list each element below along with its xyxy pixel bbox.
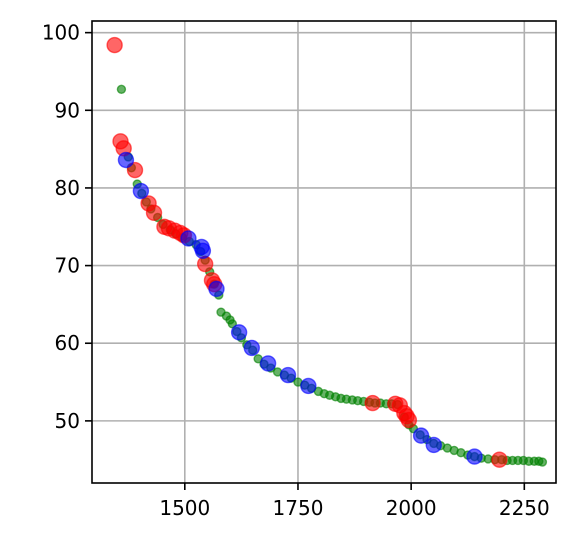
data-point bbox=[198, 257, 213, 272]
data-point bbox=[244, 340, 259, 355]
data-point bbox=[117, 85, 125, 93]
data-point bbox=[492, 452, 507, 467]
data-point bbox=[426, 437, 441, 452]
data-point bbox=[133, 184, 148, 199]
plot-background bbox=[92, 21, 556, 483]
data-point bbox=[414, 428, 429, 443]
y-axis-ticks: 50 60 70 80 90 100 bbox=[42, 21, 92, 433]
x-tick-label: 2000 bbox=[386, 496, 437, 520]
y-tick-label: 50 bbox=[55, 409, 80, 433]
x-tick-label: 1750 bbox=[273, 496, 324, 520]
data-point bbox=[209, 281, 224, 296]
data-point bbox=[301, 378, 316, 393]
y-tick-label: 90 bbox=[55, 98, 80, 122]
data-point bbox=[401, 413, 416, 428]
data-point bbox=[181, 231, 196, 246]
data-point bbox=[538, 458, 546, 466]
data-point bbox=[118, 152, 133, 167]
x-tick-label: 2250 bbox=[499, 496, 550, 520]
y-tick-label: 70 bbox=[55, 254, 80, 278]
data-point bbox=[195, 243, 210, 258]
x-axis-ticks: 1500 1750 2000 2250 bbox=[159, 483, 549, 520]
y-tick-label: 80 bbox=[55, 176, 80, 200]
data-point bbox=[467, 449, 482, 464]
data-point bbox=[107, 38, 122, 53]
data-point bbox=[281, 368, 296, 383]
data-point bbox=[232, 325, 247, 340]
data-point bbox=[261, 356, 276, 371]
data-point bbox=[365, 396, 380, 411]
y-tick-label: 60 bbox=[55, 331, 80, 355]
data-point bbox=[147, 205, 162, 220]
y-tick-label: 100 bbox=[42, 21, 80, 45]
x-tick-label: 1500 bbox=[159, 496, 210, 520]
